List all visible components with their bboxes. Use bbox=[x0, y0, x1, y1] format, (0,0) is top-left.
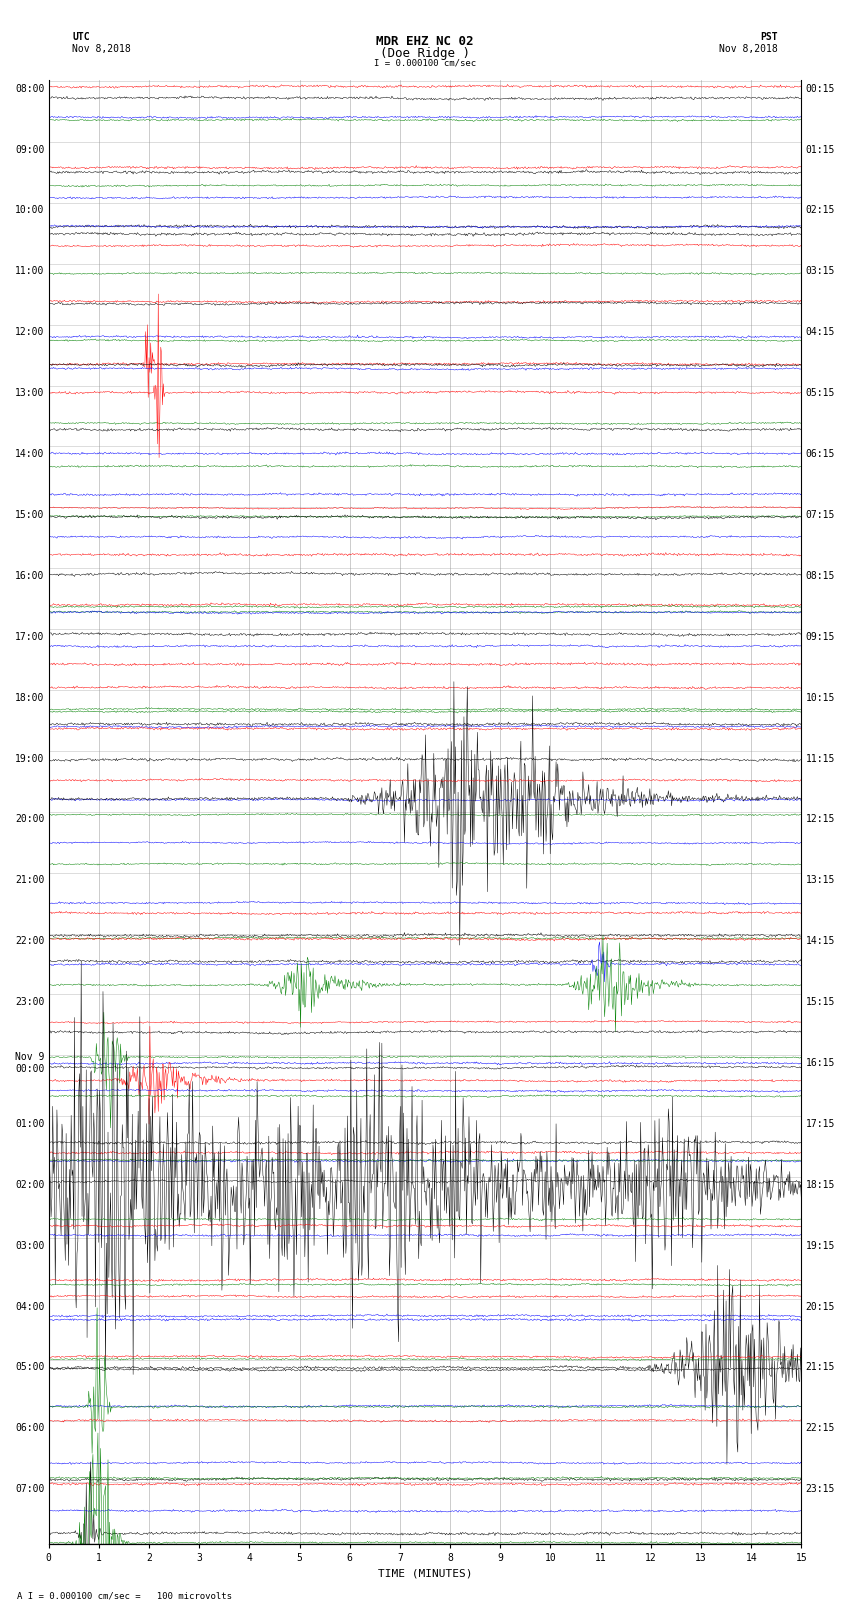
Text: UTC: UTC bbox=[72, 32, 90, 42]
X-axis label: TIME (MINUTES): TIME (MINUTES) bbox=[377, 1569, 473, 1579]
Text: A I = 0.000100 cm/sec =   100 microvolts: A I = 0.000100 cm/sec = 100 microvolts bbox=[17, 1590, 232, 1600]
Text: Nov 8,2018: Nov 8,2018 bbox=[72, 44, 131, 53]
Text: MDR EHZ NC 02: MDR EHZ NC 02 bbox=[377, 35, 473, 48]
Text: PST: PST bbox=[760, 32, 778, 42]
Text: (Doe Ridge ): (Doe Ridge ) bbox=[380, 47, 470, 60]
Text: I = 0.000100 cm/sec: I = 0.000100 cm/sec bbox=[374, 58, 476, 68]
Text: Nov 8,2018: Nov 8,2018 bbox=[719, 44, 778, 53]
